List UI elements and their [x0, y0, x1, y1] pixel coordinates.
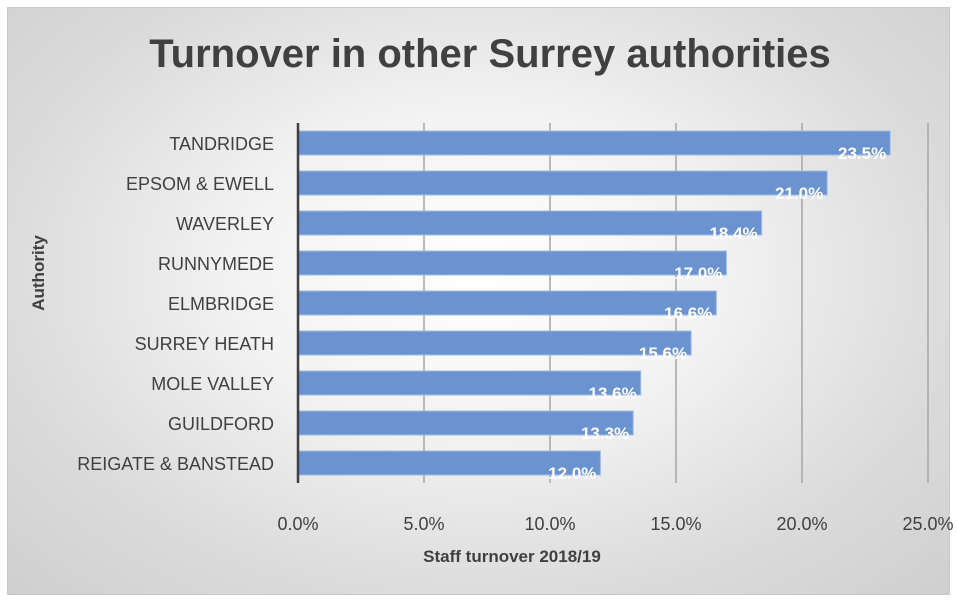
bar — [297, 130, 891, 156]
bar — [297, 410, 634, 436]
category-label: GUILDFORD — [168, 414, 274, 434]
x-tick-label: 20.0% — [776, 514, 827, 534]
data-label: 18.4% — [709, 224, 757, 243]
data-label: 21.0% — [775, 184, 823, 203]
data-label: 23.5% — [838, 144, 886, 163]
category-label: RUNNYMEDE — [158, 254, 274, 274]
x-tick-label: 15.0% — [650, 514, 701, 534]
bar — [297, 170, 828, 196]
bar — [297, 330, 692, 356]
category-label: WAVERLEY — [176, 214, 274, 234]
bar — [297, 250, 727, 276]
data-label: 13.3% — [581, 424, 629, 443]
category-labels: TANDRIDGE EPSOM & EWELL WAVERLEY RUNNYMEDE E… — [77, 134, 274, 474]
bar — [297, 370, 642, 396]
bar — [297, 290, 717, 316]
category-label: MOLE VALLEY — [151, 374, 274, 394]
category-label: EPSOM & EWELL — [126, 174, 274, 194]
data-label: 17.0% — [674, 264, 722, 283]
category-label: SURREY HEATH — [135, 334, 274, 354]
x-tick-labels: 0.0% 5.0% 10.0% 15.0% 20.0% 25.0% — [277, 514, 953, 534]
x-axis-title: Staff turnover 2018/19 — [423, 547, 601, 566]
x-tick-label: 10.0% — [524, 514, 575, 534]
category-label: REIGATE & BANSTEAD — [77, 454, 274, 474]
category-label: ELMBRIDGE — [168, 294, 274, 314]
data-label: 12.0% — [548, 464, 596, 483]
x-tick-label: 25.0% — [902, 514, 953, 534]
x-tick-label: 0.0% — [277, 514, 318, 534]
chart-title: Turnover in other Surrey authorities — [149, 32, 831, 76]
data-label: 16.6% — [664, 304, 712, 323]
bar — [297, 450, 601, 476]
x-tick-label: 5.0% — [403, 514, 444, 534]
bar — [297, 210, 763, 236]
data-label: 15.6% — [639, 344, 687, 363]
category-label: TANDRIDGE — [169, 134, 274, 154]
data-labels: 23.5% 21.0% 18.4% 17.0% 16.6% 15.6% 13.6% 13.3%… — [548, 144, 886, 483]
data-label: 13.6% — [589, 384, 637, 403]
y-axis-title: Authority — [29, 235, 48, 311]
